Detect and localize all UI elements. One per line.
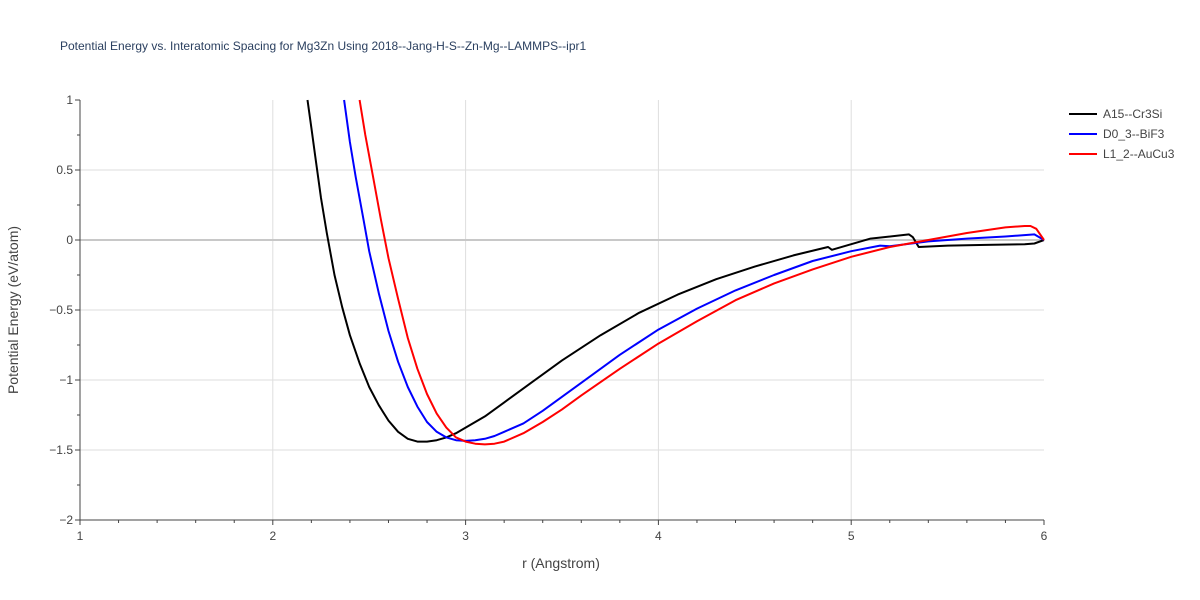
legend-label: D0_3--BiF3 <box>1103 127 1165 141</box>
y-tick-label: 0.5 <box>56 163 73 177</box>
legend-item[interactable]: D0_3--BiF3 <box>1069 127 1165 141</box>
y-axis-title: Potential Energy (eV/atom) <box>5 226 21 394</box>
series-line-2 <box>358 99 1045 446</box>
gridlines <box>80 100 1044 520</box>
x-tick-label: 5 <box>848 529 855 543</box>
series-layer <box>306 99 1045 446</box>
legend-label: L1_2--AuCu3 <box>1103 147 1175 161</box>
legend-item[interactable]: A15--Cr3Si <box>1069 107 1162 121</box>
legend[interactable]: A15--Cr3Si D0_3--BiF3 L1_2--AuCu3 <box>1069 107 1175 161</box>
chart-title: Potential Energy vs. Interatomic Spacing… <box>60 39 587 53</box>
legend-label: A15--Cr3Si <box>1103 107 1162 121</box>
x-tick-label: 3 <box>462 529 469 543</box>
x-tick-label: 4 <box>655 529 662 543</box>
x-tick-label: 2 <box>269 529 276 543</box>
tick-labels: 1 2 3 4 5 6 1 0.5 0 −0.5 −1 −1.5 −2 <box>49 93 1047 543</box>
x-axis-title: r (Angstrom) <box>522 555 600 571</box>
series-line-0 <box>306 99 1045 443</box>
legend-item[interactable]: L1_2--AuCu3 <box>1069 147 1175 161</box>
y-tick-label: −1.5 <box>49 443 73 457</box>
x-tick-label: 1 <box>77 529 84 543</box>
axes <box>75 99 1045 525</box>
y-tick-label: 1 <box>66 93 73 107</box>
y-tick-label: −0.5 <box>49 303 73 317</box>
y-tick-label: 0 <box>66 233 73 247</box>
series-line-1 <box>343 99 1045 442</box>
y-tick-label: −1 <box>59 373 73 387</box>
y-tick-label: −2 <box>59 513 73 527</box>
x-tick-label: 6 <box>1041 529 1048 543</box>
